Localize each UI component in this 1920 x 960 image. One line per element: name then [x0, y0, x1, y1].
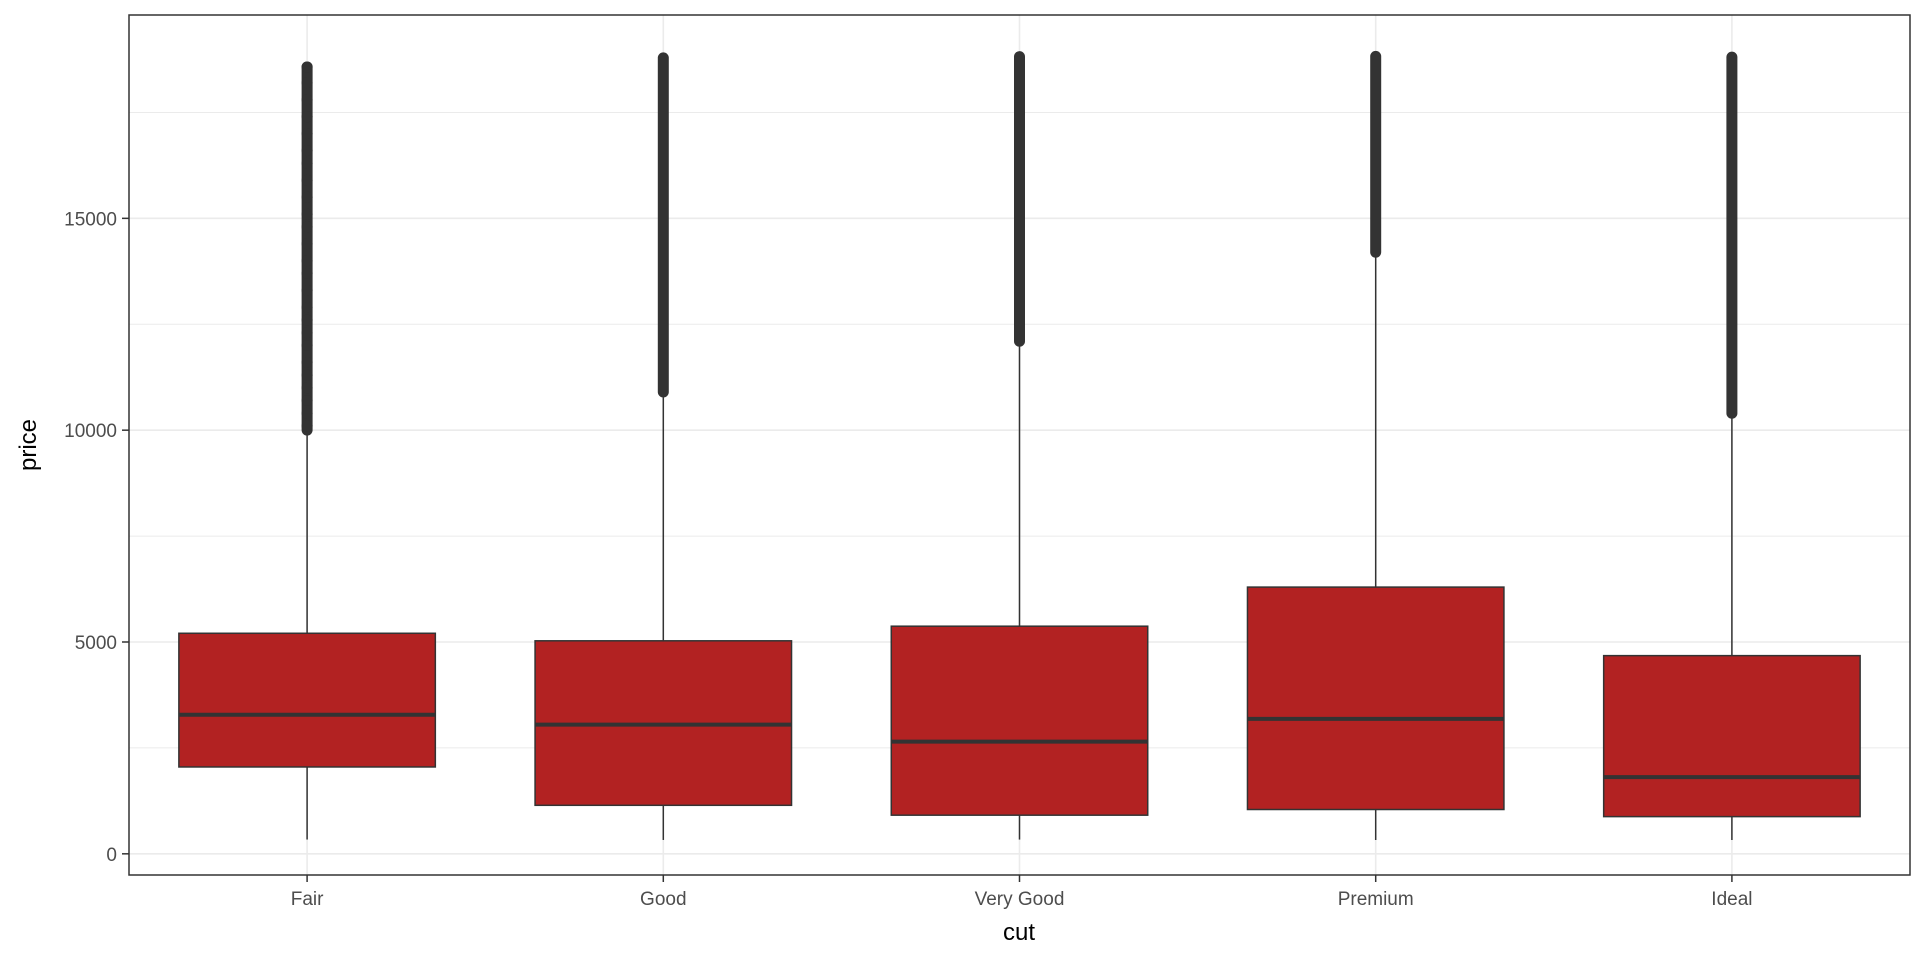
- outlier-point: [301, 284, 313, 296]
- outlier-point: [301, 327, 313, 339]
- box-iqr: [178, 632, 437, 768]
- x-axis-ticks: Fair Good Very Good Premium Ideal: [291, 875, 1753, 910]
- outlier-point: [301, 314, 313, 326]
- outlier-point: [301, 407, 313, 419]
- outlier-point: [301, 94, 313, 106]
- x-tick-label: Ideal: [1711, 889, 1752, 910]
- x-tick-label: Very Good: [975, 889, 1065, 910]
- outlier-point: [301, 420, 313, 432]
- x-tick-label: Good: [640, 889, 686, 910]
- box-group: [1602, 51, 1861, 841]
- y-axis-ticks: 0 5000 10000 15000: [64, 209, 129, 866]
- outlier-point: [301, 395, 313, 407]
- box-iqr: [1246, 586, 1505, 811]
- outlier-point: [301, 339, 313, 351]
- y-tick-label: 0: [106, 845, 117, 866]
- outlier-point: [301, 61, 313, 73]
- outlier-point: [301, 238, 313, 250]
- outlier-point: [301, 111, 313, 123]
- box-group: [890, 51, 1149, 840]
- outlier-point: [301, 174, 313, 186]
- box-iqr: [890, 625, 1149, 816]
- boxes: [178, 50, 1861, 841]
- outlier-point: [301, 128, 313, 140]
- outlier-point: [301, 255, 313, 267]
- outlier-point: [301, 267, 313, 279]
- outlier-point: [301, 301, 313, 313]
- x-tick-label: Fair: [291, 889, 324, 910]
- y-tick-label: 15000: [64, 209, 117, 230]
- outlier-point: [301, 191, 313, 203]
- x-axis-title: cut: [1003, 919, 1035, 946]
- outlier-point: [301, 145, 313, 157]
- outlier-point: [301, 208, 313, 220]
- y-tick-label: 10000: [64, 421, 117, 442]
- box-group: [1246, 50, 1505, 841]
- outlier-point: [301, 356, 313, 368]
- y-axis-title: price: [15, 419, 42, 471]
- outlier-point: [301, 382, 313, 394]
- y-tick-label: 5000: [75, 633, 117, 654]
- x-tick-label: Premium: [1338, 889, 1414, 910]
- box-group: [178, 61, 437, 840]
- outlier-point: [301, 221, 313, 233]
- outlier-point: [301, 77, 313, 89]
- box-group: [534, 52, 793, 840]
- box-iqr: [1602, 654, 1861, 818]
- outlier-point: [301, 369, 313, 381]
- outlier-point: [301, 157, 313, 169]
